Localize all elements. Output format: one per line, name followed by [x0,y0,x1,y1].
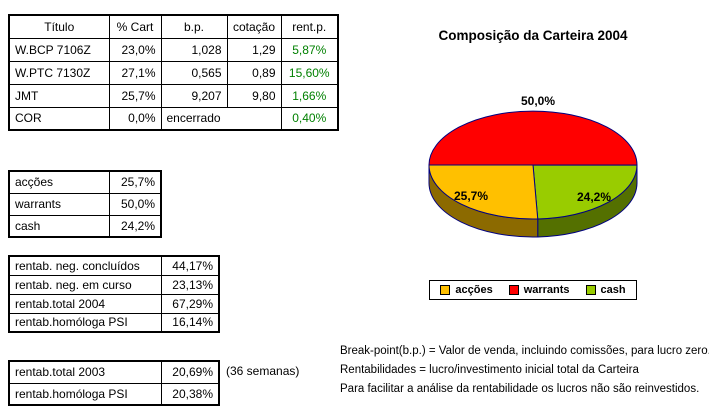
cell-cart[interactable]: 23,0% [108,37,162,62]
chart-title: Composição da Carteira 2004 [438,28,628,43]
cell-cart[interactable]: 27,1% [108,60,162,85]
note-rentabilidades: Rentabilidades = lucro/investimento inic… [340,364,639,376]
cell-value[interactable]: 20,69% [160,360,220,384]
table-row: cash 24,2% [8,214,162,238]
cell-label[interactable]: acções [8,170,110,194]
legend-box: acções warrants cash [429,280,637,300]
cell-value[interactable]: 44,17% [160,255,220,276]
cell-bp[interactable]: 0,565 [160,60,228,85]
weeks-note: (36 semanas) [226,364,300,378]
cell-bp[interactable]: 1,028 [160,37,228,62]
cell-label[interactable]: rentab.total 2004 [8,293,162,314]
cell-label[interactable]: cash [8,214,110,238]
legend-swatch-accoes [440,285,451,295]
table-row: rentab.homóloga PSI 16,14% [8,312,220,333]
cell-value[interactable]: 16,14% [160,312,220,333]
legend-label-accoes: acções [455,284,493,296]
legend-label-cash: cash [600,284,626,296]
cell-value[interactable]: 23,13% [160,274,220,295]
table-row: rentab. neg. em curso 23,13% [8,274,220,295]
table-row: rentab.total 2003 20,69% [8,360,220,384]
cell-titulo[interactable]: W.BCP 7106Z [8,37,110,62]
table-header-row: Título % Cart b.p. cotação rent.p. [8,14,339,39]
legend-swatch-cash [585,285,596,295]
returns-2004-table: rentab. neg. concluídos 44,17% rentab. n… [8,255,220,333]
cell-rentp[interactable]: 0,40% [280,106,339,131]
cell-bp[interactable]: 9,207 [160,83,228,108]
note-reinvestimento: Para facilitar a análise da rentabilidad… [340,383,700,395]
positions-table: Título % Cart b.p. cotação rent.p. W.BCP… [8,14,339,131]
table-row: W.PTC 7130Z 27,1% 0,565 0,89 15,60% [8,60,339,85]
cell-label[interactable]: rentab.homóloga PSI [8,382,162,406]
cell-cotacao[interactable]: 0,89 [226,60,282,85]
cell-rentp[interactable]: 5,87% [280,37,339,62]
col-header-rentp[interactable]: rent.p. [280,14,339,39]
legend-item-accoes: acções [440,284,493,296]
note-breakpoint: Break-point(b.p.) = Valor de venda, incl… [340,345,709,357]
table-row: rentab.homóloga PSI 20,38% [8,382,220,406]
cell-cotacao[interactable]: 1,29 [226,37,282,62]
chart-legend: acções warrants cash [418,280,648,300]
cell-titulo[interactable]: W.PTC 7130Z [8,60,110,85]
table-row: rentab. neg. concluídos 44,17% [8,255,220,276]
cell-value[interactable]: 24,2% [108,214,162,238]
pie-label-accoes: 25,7% [453,189,489,203]
returns-2003-table: rentab.total 2003 20,69% rentab.homóloga… [8,360,220,406]
legend-swatch-warrants [508,285,519,295]
table-row: warrants 50,0% [8,192,162,216]
col-header-cotacao[interactable]: cotação [226,14,282,39]
pie-label-warrants: 50,0% [520,94,556,108]
cell-titulo[interactable]: COR [8,106,110,131]
cell-label[interactable]: rentab. neg. concluídos [8,255,162,276]
cell-value[interactable]: 50,0% [108,192,162,216]
cell-value[interactable]: 20,38% [160,382,220,406]
table-row: JMT 25,7% 9,207 9,80 1,66% [8,83,339,108]
col-header-cart[interactable]: % Cart [108,14,162,39]
cell-value[interactable]: 25,7% [108,170,162,194]
col-header-titulo[interactable]: Título [8,14,110,39]
cell-label[interactable]: rentab.total 2003 [8,360,162,384]
table-row: acções 25,7% [8,170,162,194]
allocation-table: acções 25,7% warrants 50,0% cash 24,2% [8,170,162,238]
cell-label[interactable]: warrants [8,192,110,216]
legend-label-warrants: warrants [523,284,570,296]
cell-cart[interactable]: 25,7% [108,83,162,108]
table-row: COR 0,0% encerrado 0,40% [8,106,339,131]
cell-rentp[interactable]: 15,60% [280,60,339,85]
cell-bp-encerrado[interactable]: encerrado [160,106,282,131]
legend-item-warrants: warrants [508,284,570,296]
table-row: rentab.total 2004 67,29% [8,293,220,314]
pie-chart [428,110,638,238]
table-row: W.BCP 7106Z 23,0% 1,028 1,29 5,87% [8,37,339,62]
cell-value[interactable]: 67,29% [160,293,220,314]
cell-label[interactable]: rentab.homóloga PSI [8,312,162,333]
cell-rentp[interactable]: 1,66% [280,83,339,108]
cell-titulo[interactable]: JMT [8,83,110,108]
cell-cotacao[interactable]: 9,80 [226,83,282,108]
cell-cart[interactable]: 0,0% [108,106,162,131]
pie-label-cash: 24,2% [576,190,612,204]
col-header-bp[interactable]: b.p. [160,14,228,39]
cell-label[interactable]: rentab. neg. em curso [8,274,162,295]
legend-item-cash: cash [585,284,626,296]
